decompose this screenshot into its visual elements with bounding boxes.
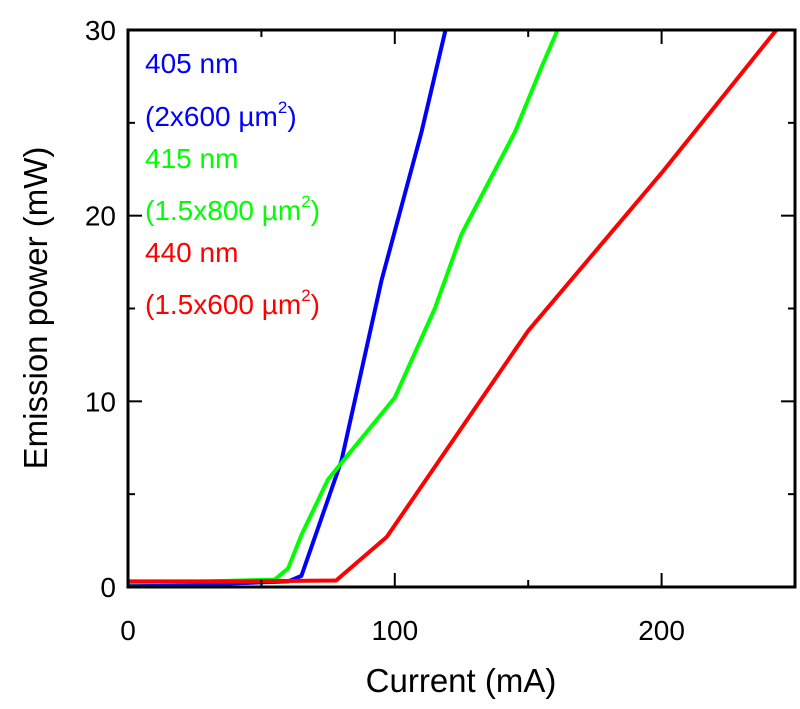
series-line-405-nm bbox=[128, 30, 448, 587]
legend-440-area-sup: 2 bbox=[301, 286, 310, 305]
legend: 405 nm (2x600 µm2) 415 nm (1.5x800 µm2) … bbox=[145, 48, 320, 320]
legend-440-wavelength: 440 nm bbox=[145, 237, 238, 268]
series-layer bbox=[128, 30, 778, 587]
legend-415-area-close: ) bbox=[311, 195, 320, 226]
series-line-440-nm bbox=[128, 30, 778, 584]
x-tick-label: 200 bbox=[638, 615, 685, 646]
legend-405-area-text: (2x600 µm bbox=[145, 101, 278, 132]
legend-415-area-text: (1.5x800 µm bbox=[145, 195, 301, 226]
legend-415-area: (1.5x800 µm2) bbox=[145, 192, 320, 226]
legend-405-area: (2x600 µm2) bbox=[145, 98, 297, 132]
y-tick-label: 10 bbox=[85, 386, 116, 417]
legend-440-area-text: (1.5x600 µm bbox=[145, 289, 301, 320]
legend-415-area-sup: 2 bbox=[301, 192, 310, 211]
y-tick-label: 30 bbox=[85, 15, 116, 46]
legend-415-wavelength: 415 nm bbox=[145, 143, 238, 174]
legend-405-area-close: ) bbox=[287, 101, 296, 132]
tick-layer: 0 100 200 0 10 20 30 bbox=[85, 15, 796, 646]
legend-405-area-sup: 2 bbox=[278, 98, 287, 117]
y-tick-label: 20 bbox=[85, 201, 116, 232]
x-tick-label: 100 bbox=[371, 615, 418, 646]
x-tick-label: 0 bbox=[120, 615, 136, 646]
y-tick-label: 0 bbox=[100, 572, 116, 603]
legend-440-area: (1.5x600 µm2) bbox=[145, 286, 320, 320]
y-axis-title: Emission power (mW) bbox=[17, 147, 54, 470]
x-axis-title: Current (mA) bbox=[366, 662, 557, 699]
legend-405-wavelength: 405 nm bbox=[145, 48, 238, 79]
legend-440-area-close: ) bbox=[311, 289, 320, 320]
